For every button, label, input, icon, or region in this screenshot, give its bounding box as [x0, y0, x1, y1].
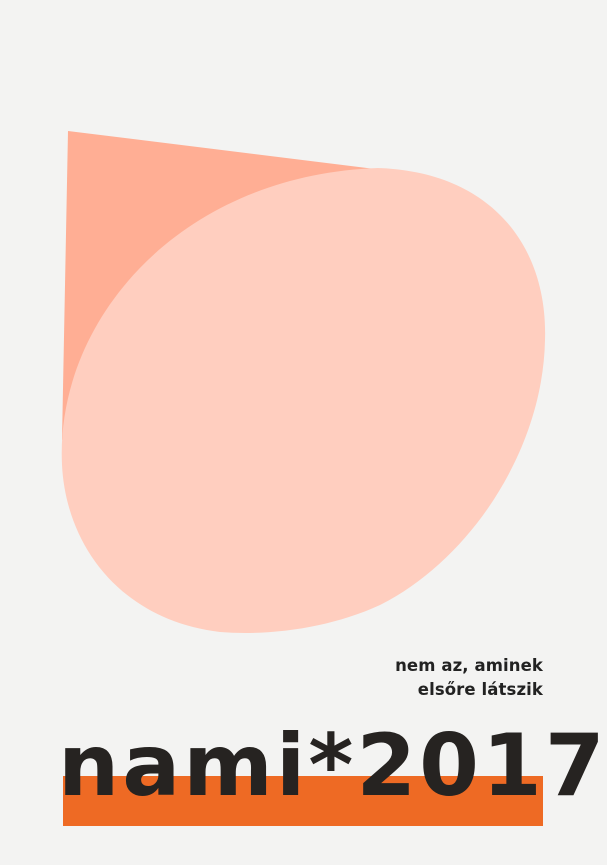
tagline-line-1: nem az, aminek: [395, 656, 543, 675]
brand-title: nami*2017: [58, 716, 607, 816]
accent-bar: [63, 776, 543, 826]
blob-shape: [61, 168, 546, 633]
tagline: nem az, aminek elsőre látszik: [395, 654, 543, 702]
tagline-line-2: elsőre látszik: [417, 680, 543, 699]
